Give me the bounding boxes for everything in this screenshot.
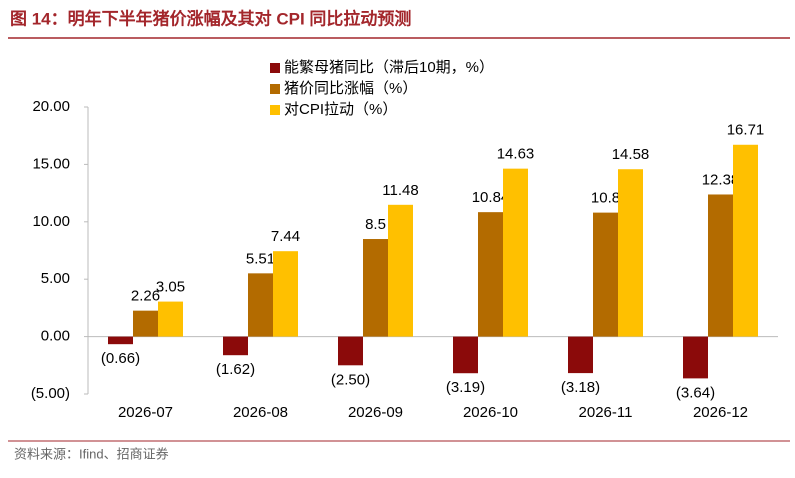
data-label: 14.58	[612, 146, 650, 163]
x-tick-label: 2026-10	[463, 404, 518, 421]
x-tick-label: 2026-12	[693, 404, 748, 421]
chart-title: 图 14：明年下半年猪价涨幅及其对 CPI 同比拉动预测	[10, 8, 411, 28]
bar	[568, 336, 593, 374]
source: 资料来源：Ifind、招商证券	[14, 446, 169, 461]
bar	[363, 239, 388, 337]
bar	[133, 310, 158, 337]
x-tick-label: 2026-11	[579, 404, 633, 421]
legend-swatch	[270, 84, 280, 94]
y-tick-label: 20.00	[32, 98, 70, 115]
legend-label: 对CPI拉动（%）	[284, 101, 397, 118]
data-label: (0.66)	[101, 350, 140, 367]
x-tick-label: 2026-07	[118, 404, 173, 421]
bar	[683, 336, 708, 379]
bar	[453, 336, 478, 374]
x-tick-label: 2026-09	[348, 404, 403, 421]
y-tick-label: 10.00	[32, 213, 70, 230]
data-label: 10.8	[591, 190, 620, 207]
data-label: (3.18)	[561, 379, 600, 396]
bar	[733, 144, 758, 337]
bar	[708, 194, 733, 337]
data-label: 16.71	[727, 122, 765, 139]
bar	[593, 212, 618, 337]
data-label: (3.64)	[676, 384, 715, 401]
data-label: 11.48	[382, 182, 418, 199]
legend-label: 猪价同比涨幅（%）	[284, 80, 417, 97]
bar	[388, 204, 413, 337]
legend-swatch	[270, 63, 280, 73]
bar	[273, 251, 298, 337]
bar	[108, 336, 133, 345]
data-label: 8.5	[365, 216, 386, 233]
data-label: (2.50)	[331, 371, 370, 388]
bar	[338, 336, 363, 366]
y-tick-label: 5.00	[41, 270, 70, 287]
bar	[503, 168, 528, 337]
y-tick-label: 0.00	[41, 328, 70, 345]
data-label: 2.26	[131, 288, 160, 305]
data-label: 10.84	[472, 189, 510, 206]
x-tick-label: 2026-08	[233, 404, 288, 421]
bar	[158, 301, 183, 337]
y-tick-label: (5.00)	[31, 385, 70, 402]
data-label: (1.62)	[216, 361, 255, 378]
bar	[478, 212, 503, 337]
data-label: 5.51	[246, 250, 275, 267]
y-tick-label: 15.00	[32, 155, 70, 172]
data-label: 3.05	[156, 279, 185, 296]
data-label: (3.19)	[446, 379, 485, 396]
bar	[618, 169, 643, 337]
data-label: 7.44	[271, 228, 300, 245]
data-label: 14.63	[497, 146, 535, 163]
bar	[248, 273, 273, 337]
data-label: 12.38	[702, 171, 740, 188]
legend-swatch	[270, 105, 280, 115]
legend-label: 能繁母猪同比（滞后10期，%）	[284, 59, 494, 76]
bar	[223, 336, 248, 356]
